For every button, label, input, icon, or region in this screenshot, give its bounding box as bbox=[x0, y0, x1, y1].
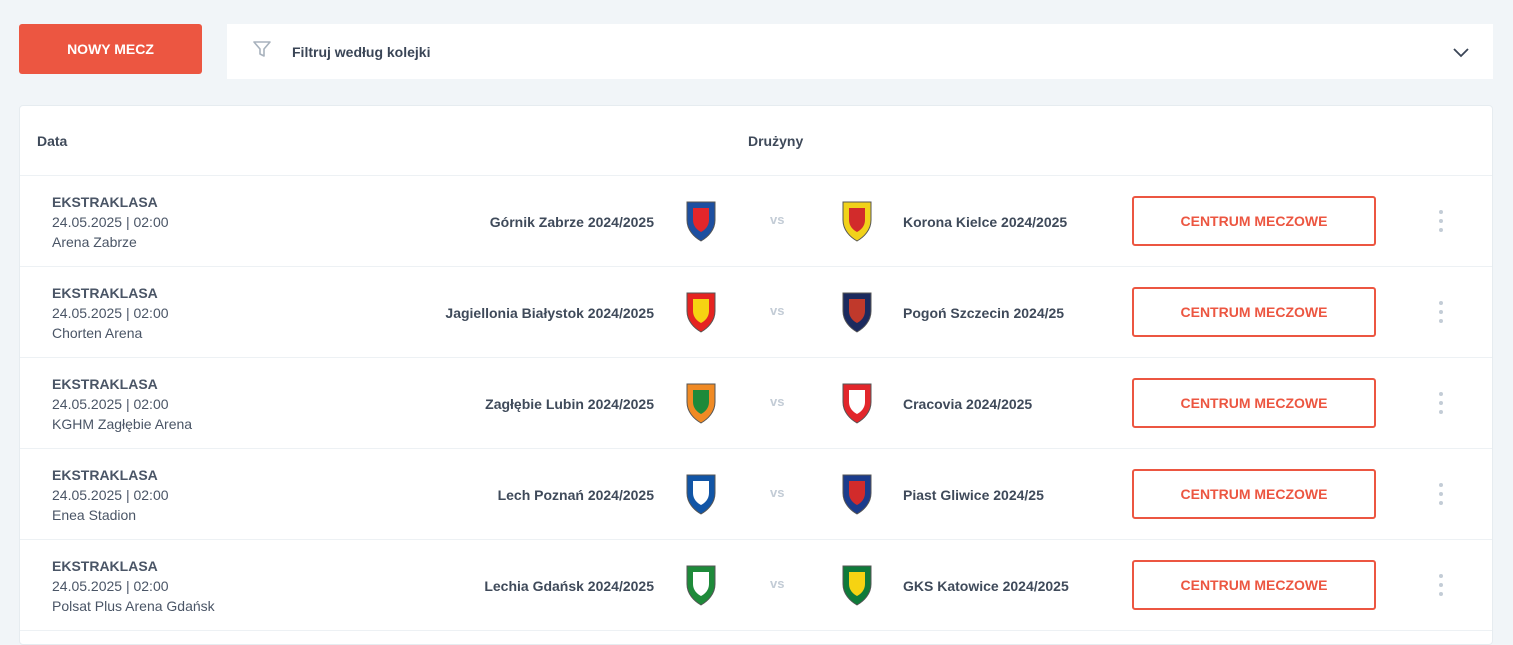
match-row: EKSTRAKLASA 24.05.2025 | 02:00 Chorten A… bbox=[20, 267, 1492, 358]
team-logo bbox=[678, 289, 724, 335]
table-header: Data Drużyny bbox=[20, 106, 1492, 176]
new-match-button[interactable]: NOWY MECZ bbox=[19, 24, 202, 74]
match-center-button[interactable]: CENTRUM MECZOWE bbox=[1132, 196, 1376, 246]
vs-label: vs bbox=[770, 303, 785, 318]
away-team: Pogoń Szczecin 2024/25 bbox=[903, 267, 1064, 358]
match-datetime: 24.05.2025 | 02:00 bbox=[52, 487, 169, 503]
team-logo bbox=[678, 562, 724, 608]
filter-label: Filtruj według kolejki bbox=[292, 43, 431, 60]
team-logo bbox=[678, 471, 724, 517]
venue: Polsat Plus Arena Gdańsk bbox=[52, 598, 215, 614]
match-info: EKSTRAKLASA 24.05.2025 | 02:00 KGHM Zagł… bbox=[52, 374, 192, 434]
away-team: Cracovia 2024/2025 bbox=[903, 358, 1032, 449]
home-team-name: Zagłębie Lubin 2024/2025 bbox=[485, 395, 654, 412]
away-team: Piast Gliwice 2024/25 bbox=[903, 449, 1044, 540]
away-team-name: Cracovia 2024/2025 bbox=[903, 395, 1033, 412]
vs-label: vs bbox=[770, 394, 785, 409]
match-center-button[interactable]: CENTRUM MECZOWE bbox=[1132, 378, 1376, 428]
away-team-name: Piast Gliwice 2024/25 bbox=[903, 486, 1044, 503]
match-info: EKSTRAKLASA 24.05.2025 | 02:00 Arena Zab… bbox=[52, 192, 169, 252]
more-options-icon[interactable] bbox=[1434, 392, 1448, 414]
vs-label: vs bbox=[770, 212, 785, 227]
more-options-icon[interactable] bbox=[1434, 574, 1448, 596]
match-info: EKSTRAKLASA 24.05.2025 | 02:00 Polsat Pl… bbox=[52, 556, 215, 616]
more-options-icon[interactable] bbox=[1434, 483, 1448, 505]
home-team: Lechia Gdańsk 2024/2025 bbox=[394, 540, 654, 631]
team-logo bbox=[678, 198, 724, 244]
home-team: Lech Poznań 2024/2025 bbox=[394, 449, 654, 540]
away-team: Korona Kielce 2024/2025 bbox=[903, 176, 1067, 267]
team-logo bbox=[678, 380, 724, 426]
away-team-name: Korona Kielce 2024/2025 bbox=[903, 213, 1068, 230]
home-team: Górnik Zabrze 2024/2025 bbox=[394, 176, 654, 267]
team-logo bbox=[834, 562, 880, 608]
competition: EKSTRAKLASA bbox=[52, 558, 158, 574]
column-date: Data bbox=[37, 133, 68, 149]
match-info: EKSTRAKLASA 24.05.2025 | 02:00 Enea Stad… bbox=[52, 465, 169, 525]
home-team-name: Lech Poznań 2024/2025 bbox=[497, 486, 654, 503]
team-logo bbox=[834, 471, 880, 517]
vs-label: vs bbox=[770, 576, 785, 591]
match-center-button[interactable]: CENTRUM MECZOWE bbox=[1132, 560, 1376, 610]
more-options-icon[interactable] bbox=[1434, 301, 1448, 323]
more-options-icon[interactable] bbox=[1434, 210, 1448, 232]
matches-table: Data Drużyny EKSTRAKLASA 24.05.2025 | 02… bbox=[19, 105, 1493, 645]
match-row: EKSTRAKLASA 24.05.2025 | 02:00 Arena Zab… bbox=[20, 176, 1492, 267]
competition: EKSTRAKLASA bbox=[52, 376, 158, 392]
match-row: EKSTRAKLASA 24.05.2025 | 02:00 KGHM Zagł… bbox=[20, 358, 1492, 449]
away-team: GKS Katowice 2024/2025 bbox=[903, 540, 1069, 631]
vs-label: vs bbox=[770, 485, 785, 500]
match-datetime: 24.05.2025 | 02:00 bbox=[52, 578, 169, 594]
team-logo bbox=[834, 289, 880, 335]
match-center-button[interactable]: CENTRUM MECZOWE bbox=[1132, 287, 1376, 337]
away-team-name: GKS Katowice 2024/2025 bbox=[903, 577, 1069, 594]
match-datetime: 24.05.2025 | 02:00 bbox=[52, 305, 169, 321]
column-teams: Drużyny bbox=[748, 133, 804, 149]
home-team-name: Lechia Gdańsk 2024/2025 bbox=[484, 577, 654, 594]
venue: KGHM Zagłębie Arena bbox=[52, 416, 193, 432]
match-info: EKSTRAKLASA 24.05.2025 | 02:00 Chorten A… bbox=[52, 283, 169, 343]
away-team-name: Pogoń Szczecin 2024/25 bbox=[903, 304, 1065, 321]
competition: EKSTRAKLASA bbox=[52, 194, 158, 210]
home-team: Zagłębie Lubin 2024/2025 bbox=[394, 358, 654, 449]
filter-icon bbox=[252, 39, 272, 64]
venue: Enea Stadion bbox=[52, 507, 137, 523]
venue: Arena Zabrze bbox=[52, 234, 137, 250]
match-datetime: 24.05.2025 | 02:00 bbox=[52, 214, 169, 230]
venue: Chorten Arena bbox=[52, 325, 143, 341]
competition: EKSTRAKLASA bbox=[52, 467, 158, 483]
match-center-button[interactable]: CENTRUM MECZOWE bbox=[1132, 469, 1376, 519]
match-row: EKSTRAKLASA 24.05.2025 | 02:00 Polsat Pl… bbox=[20, 540, 1492, 631]
home-team: Jagiellonia Białystok 2024/2025 bbox=[394, 267, 654, 358]
competition: EKSTRAKLASA bbox=[52, 285, 158, 301]
match-row: EKSTRAKLASA 24.05.2025 | 02:00 Enea Stad… bbox=[20, 449, 1492, 540]
home-team-name: Jagiellonia Białystok 2024/2025 bbox=[445, 304, 654, 321]
match-datetime: 24.05.2025 | 02:00 bbox=[52, 396, 169, 412]
team-logo bbox=[834, 198, 880, 244]
chevron-down-icon bbox=[1451, 42, 1471, 67]
team-logo bbox=[834, 380, 880, 426]
round-filter-dropdown[interactable]: Filtruj według kolejki bbox=[227, 24, 1493, 79]
home-team-name: Górnik Zabrze 2024/2025 bbox=[489, 213, 654, 230]
